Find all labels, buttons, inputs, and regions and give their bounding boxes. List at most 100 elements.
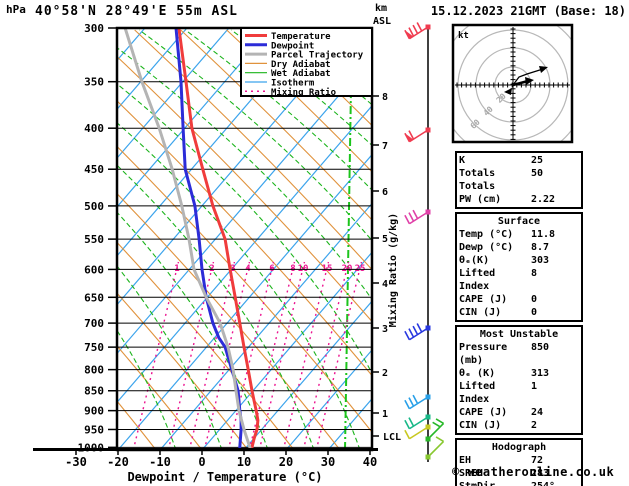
indices-row: CIN (J) 0	[459, 306, 579, 319]
barb-tick	[404, 330, 411, 341]
isotherm	[0, 28, 61, 450]
dry-adiabat	[272, 29, 372, 127]
temp-tick-labels: -30 -20 -10 0 10 20 30 40 Dewpoint / Temperature…	[65, 451, 377, 484]
km-tick-label: 8	[382, 92, 388, 103]
row-value: 283	[531, 468, 550, 479]
indices-row: Dewp (°C) 8.7	[459, 241, 579, 254]
section-title: Hodograph	[491, 442, 547, 453]
row-value: 50	[531, 168, 544, 179]
barb-shaft	[408, 26, 429, 40]
indices-row: θₑ(K) 303	[459, 254, 579, 267]
wind-barb	[404, 127, 431, 143]
barb-shaft	[427, 422, 445, 440]
row-label: SREH	[459, 468, 484, 479]
dry-adiabat	[226, 29, 372, 173]
barb-tick	[435, 418, 444, 425]
indices-row: Lifted Index 1	[459, 380, 579, 406]
pressure-tick-label: 300	[84, 22, 104, 35]
pressure-axis-unit: hPa	[6, 3, 26, 16]
row-value: 2.22	[531, 194, 556, 205]
barb-tick	[408, 417, 415, 427]
row-label: CAPE (J)	[459, 294, 508, 305]
row-label: Lifted Index	[459, 381, 496, 405]
mixing-ratio-line	[132, 261, 180, 450]
indices-section: K 25 Totals Totals 50 PW (cm) 2.22	[455, 151, 583, 209]
mixing-ratio-line	[167, 261, 215, 450]
lcl-label: LCL	[383, 432, 401, 443]
barb-tick	[408, 328, 415, 338]
row-value: 24	[531, 407, 544, 418]
isotherm	[117, 28, 188, 111]
mixing-ratio-lines: 12346810152025	[132, 261, 365, 450]
temp-tick-label: 0	[198, 455, 205, 469]
row-value: 303	[531, 255, 550, 266]
row-value: 8	[531, 268, 538, 279]
pressure-tick-label: 950	[84, 423, 104, 436]
indices-row: Totals Totals 50	[459, 167, 579, 193]
row-value: 25	[531, 155, 544, 166]
isotherm	[117, 28, 272, 208]
mixing-ratio-line	[227, 261, 275, 450]
barb-shaft	[408, 327, 429, 341]
storm-motion-vector	[512, 79, 529, 87]
dry-adiabat	[117, 100, 372, 377]
legend-label: Dewpoint	[271, 40, 314, 51]
wet-adiabat	[117, 164, 315, 450]
wet-adiabat	[117, 211, 269, 450]
barb-tick	[412, 394, 419, 404]
isotherm	[201, 251, 372, 450]
barb-tick	[404, 399, 411, 410]
isotherm	[117, 28, 230, 160]
indices-section-hodograph: HodographEH72SREH283StmDir254°StmSpd (kt…	[455, 438, 583, 486]
legend-label: Temperature	[271, 32, 331, 42]
row-label: Lifted Index	[459, 268, 496, 292]
row-label: θₑ(K)	[459, 255, 490, 266]
indices-row: CIN (J) 2	[459, 419, 579, 432]
mixing-ratio-axis-label: Mixing Ratio (g/kg)	[387, 213, 399, 327]
wind-barb	[404, 394, 431, 410]
wet-adiabat	[117, 329, 177, 450]
row-value: 0	[531, 307, 538, 318]
row-label: CIN (J)	[459, 307, 502, 318]
pressure-tick-label: 700	[84, 317, 104, 330]
barb-tick	[412, 325, 419, 335]
barb-shaft	[408, 129, 429, 143]
barb-shaft	[427, 440, 445, 458]
pressure-tick-label: 450	[84, 163, 104, 176]
barb-tick	[412, 209, 419, 219]
barb-tick	[408, 212, 415, 222]
indices-row: Lifted Index 8	[459, 267, 579, 293]
dry-adiabat	[134, 29, 372, 271]
row-label: StmDir	[459, 480, 531, 486]
pressure-tick-label: 400	[84, 122, 104, 135]
row-label: Dewp (°C)	[459, 242, 514, 253]
indices-row: PW (cm) 2.22	[459, 193, 579, 206]
km-tick-label: 5	[382, 234, 388, 245]
wind-barb-column	[404, 22, 445, 462]
barb-shaft	[408, 396, 429, 410]
barb-tick	[404, 419, 411, 430]
temp-tick-label: -20	[107, 455, 129, 469]
row-value: 0	[531, 294, 538, 305]
pressure-tick-label: 350	[84, 76, 104, 89]
barb-tick	[412, 24, 419, 34]
barb-tick	[435, 436, 444, 443]
row-value: 254°	[531, 480, 579, 486]
row-value: 850	[531, 342, 550, 353]
asl-label: ASL	[373, 16, 391, 27]
indices-section-surface: Surface Temp (°C) 11.8 Dewp (°C) 8.7 θₑ(K) 303…	[455, 212, 583, 322]
mixing-ratio-line	[188, 261, 236, 450]
barb-tick	[404, 214, 411, 225]
dry-adiabat	[117, 400, 157, 450]
row-value: 313	[531, 368, 550, 379]
row-value: 8.7	[531, 242, 550, 253]
pressure-tick-label: 600	[84, 263, 104, 276]
hodograph-arrowhead	[539, 66, 548, 73]
barb-tick	[408, 130, 415, 140]
pressure-tick-label: 550	[84, 233, 104, 246]
mixing-ratio-line	[315, 261, 363, 450]
row-value: 1	[531, 381, 538, 392]
